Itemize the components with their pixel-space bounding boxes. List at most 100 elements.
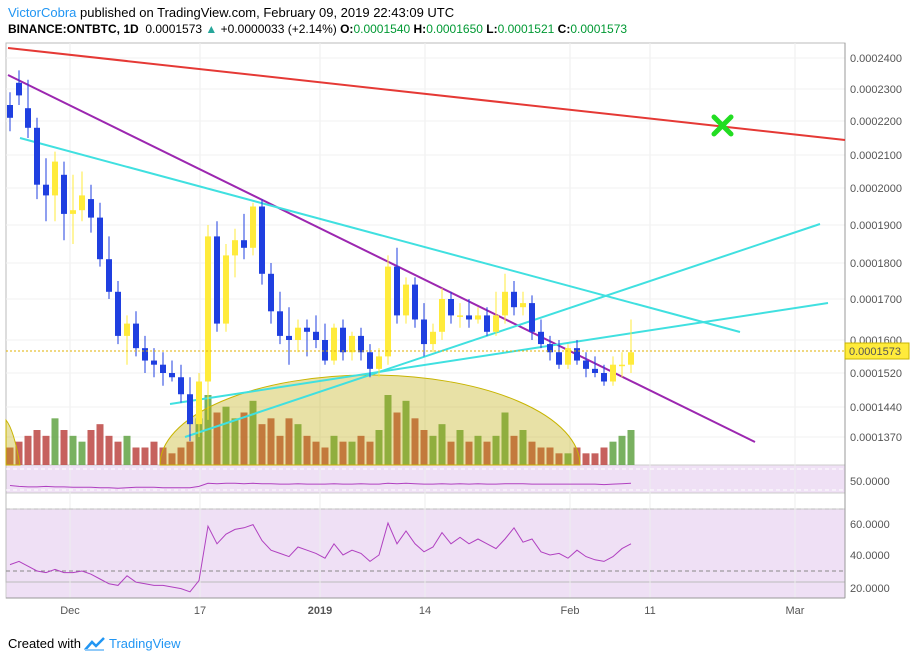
time-tick-label: Feb — [561, 605, 580, 617]
current-price-label: 0.0001573 — [849, 346, 901, 358]
candle-body — [502, 291, 508, 316]
price-tick-label: 0.0002400 — [850, 53, 902, 65]
volume-bar — [42, 435, 50, 465]
rsi-bottom-line — [9, 521, 632, 593]
candle-body — [259, 206, 265, 274]
volume-bar — [285, 418, 293, 465]
volume-bar — [348, 441, 356, 465]
close-value: 0.0001573 — [570, 22, 628, 36]
candle-body — [448, 299, 454, 316]
candle-body — [277, 311, 283, 336]
volume-bar — [375, 430, 383, 465]
volume-bar — [276, 435, 284, 465]
volume-bar — [105, 435, 113, 465]
candle-body — [475, 315, 481, 320]
volume-bar — [114, 441, 122, 465]
candle-body — [133, 323, 139, 349]
candle-body — [169, 373, 175, 378]
candle-body — [403, 284, 409, 316]
open-value: 0.0001540 — [353, 22, 411, 36]
candle-body — [331, 327, 337, 361]
candle-body — [565, 348, 571, 365]
candle-body — [97, 217, 103, 260]
close-label: C: — [557, 22, 571, 36]
candle-body — [493, 315, 499, 332]
volume-bar — [627, 430, 635, 465]
candle-body — [385, 266, 391, 357]
candle-body — [358, 335, 364, 353]
rsi-bottom-tick-label: 40.0000 — [850, 550, 890, 562]
candle-body — [601, 373, 607, 382]
time-tick-label: Mar — [786, 605, 805, 617]
volume-bar — [168, 453, 176, 465]
volume-bar — [240, 412, 248, 465]
candle-body — [214, 236, 220, 324]
candle-body — [205, 236, 211, 382]
candle-body — [484, 315, 490, 332]
candle-body — [520, 303, 526, 308]
candle-body — [556, 352, 562, 365]
candle-body — [115, 291, 121, 336]
author-name[interactable]: VictorCobra — [8, 5, 77, 20]
candle-body — [574, 348, 580, 361]
volume-bar — [303, 435, 311, 465]
volume-bar — [537, 447, 545, 465]
candle-body — [79, 195, 85, 211]
candle-body — [43, 184, 49, 196]
candle-body — [511, 291, 517, 308]
volume-bar — [195, 418, 203, 465]
volume-bar — [474, 435, 482, 465]
price-tick-label: 0.0001800 — [850, 258, 902, 270]
volume-bar — [456, 430, 464, 465]
volume-bar — [123, 435, 131, 465]
created-with-text: Created with — [8, 636, 81, 651]
candle-body — [340, 327, 346, 353]
candle-body — [583, 360, 589, 369]
candle-body — [322, 340, 328, 361]
candle-body — [25, 108, 31, 128]
volume-bar — [600, 447, 608, 465]
last-price: 0.0001573 — [145, 22, 203, 36]
time-tick-label: 11 — [644, 605, 655, 617]
candle-body — [286, 335, 292, 340]
time-tick-label: 2019 — [308, 605, 332, 617]
candle-body — [304, 327, 310, 332]
volume-bar — [159, 447, 167, 465]
high-value: 0.0001650 — [426, 22, 483, 36]
volume-bar — [528, 441, 536, 465]
candle-body — [52, 161, 58, 196]
price-tick-label: 0.0001900 — [850, 220, 902, 232]
candle-body — [412, 284, 418, 320]
candle-body — [106, 259, 112, 292]
rsi-top-line — [9, 482, 632, 489]
volume-bar — [420, 430, 428, 465]
candle-body — [313, 331, 319, 340]
volume-bar — [384, 395, 392, 465]
candle-body — [250, 206, 256, 248]
volume-bar — [69, 435, 77, 465]
volume-bar — [78, 441, 86, 465]
candle-body — [7, 105, 13, 118]
candle-body — [241, 240, 247, 248]
tradingview-brand[interactable]: TradingView — [108, 636, 181, 651]
time-tick-label: Dec — [60, 605, 80, 617]
target-cross-icon — [711, 114, 734, 137]
triangle-up-icon: ▲ — [205, 22, 218, 36]
candle-body — [421, 319, 427, 345]
candle-body — [196, 381, 202, 425]
candle-body — [529, 303, 535, 332]
price-tick-label: 0.0001700 — [850, 294, 902, 306]
price-tick-label: 0.0002300 — [850, 84, 902, 96]
candle-body — [430, 331, 436, 345]
volume-bar — [33, 430, 41, 465]
price-tick-label: 0.0002200 — [850, 116, 902, 128]
ohlc-header: BINANCE:ONTBTC, 1D 0.0001573 ▲ +0.000003… — [8, 22, 627, 36]
rsi-top-tick-label: 50.0000 — [850, 476, 890, 488]
candle-body — [376, 356, 382, 369]
candle-body — [619, 364, 625, 367]
volume-bar — [231, 418, 239, 465]
volume-bar — [366, 441, 374, 465]
candle-body — [187, 394, 193, 425]
cup-arc — [159, 374, 581, 466]
